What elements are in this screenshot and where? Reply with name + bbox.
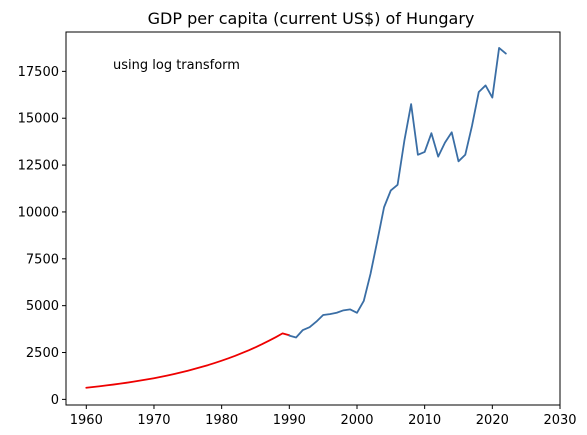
x-tick-label-4: 2000	[340, 413, 373, 428]
series-line-0	[85, 332, 291, 389]
plot-area: 1960 1970 1980 1990 2000 2010 2020 2030 0 2500 500…	[18, 31, 577, 428]
x-tick-label-3: 1990	[273, 413, 306, 428]
chart-annotation: using log transform	[113, 58, 240, 73]
y-tick-label-1: 2500	[26, 346, 59, 361]
y-tick-label-4: 10000	[18, 205, 59, 220]
axes-frame	[65, 31, 561, 406]
x-tick-label-6: 2020	[476, 413, 509, 428]
chart-title: GDP per capita (current US$) of Hungary	[148, 9, 475, 28]
y-tick-label-5: 12500	[18, 159, 59, 174]
series-line-1	[288, 47, 507, 339]
x-tick-label-5: 2010	[408, 413, 441, 428]
x-tick-label-7: 2030	[543, 413, 576, 428]
y-tick-label-3: 7500	[26, 252, 59, 267]
x-tick-label-1: 1970	[137, 413, 170, 428]
y-tick-label-7: 17500	[18, 65, 59, 80]
x-tick-label-0: 1960	[70, 413, 103, 428]
x-tick-label-2: 1980	[205, 413, 238, 428]
y-tick-label-0: 0	[51, 393, 59, 408]
y-tick-label-2: 5000	[26, 299, 59, 314]
y-tick-label-6: 15000	[18, 112, 59, 127]
